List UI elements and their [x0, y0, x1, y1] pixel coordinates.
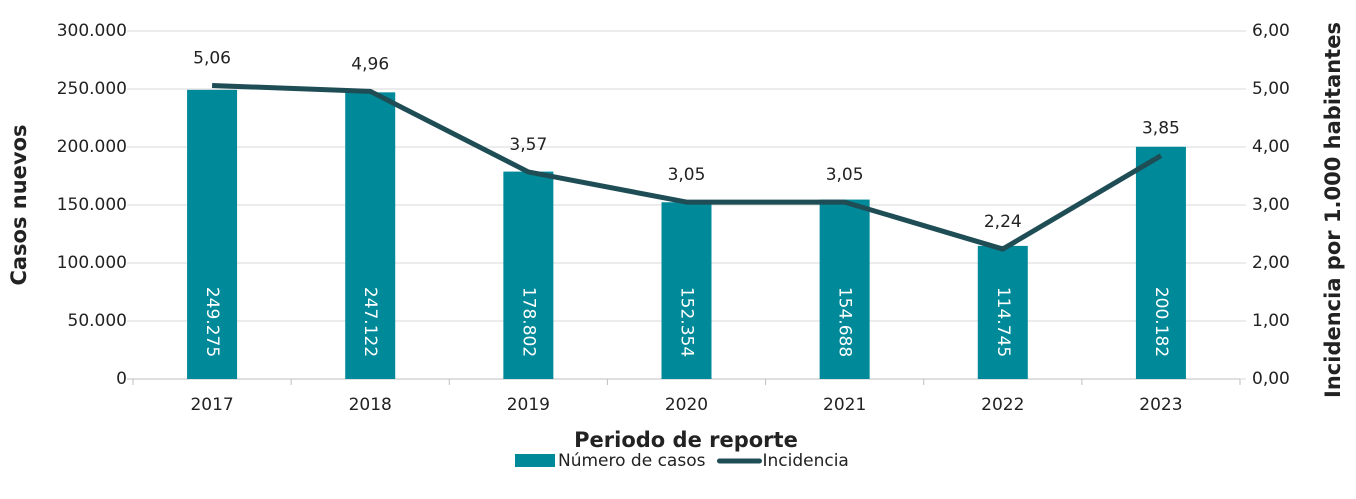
- x-axis-title: Periodo de reporte: [574, 428, 798, 452]
- line-value-label: 4,96: [351, 54, 389, 74]
- x-tick-label: 2019: [507, 395, 550, 415]
- bar: [1135, 146, 1186, 379]
- x-tick-label: 2023: [1139, 395, 1182, 415]
- bar-value-label: 178.802: [518, 287, 538, 357]
- y-tick-label: 0: [116, 369, 127, 389]
- y-tick-label: 300.000: [57, 21, 127, 41]
- line-value-label: 3,05: [826, 165, 864, 185]
- x-tick-label: 2020: [665, 395, 708, 415]
- y2-tick-label: 6,00: [1252, 21, 1290, 41]
- line-value-label: 3,85: [1142, 119, 1180, 139]
- y-axis-title: Casos nuevos: [7, 124, 31, 285]
- bar: [819, 199, 870, 379]
- bar-value-label: 154.688: [835, 287, 855, 357]
- y2-tick-label: 3,00: [1252, 195, 1290, 215]
- y2-axis-title: Incidencia por 1.000 habitantes: [1321, 22, 1345, 398]
- bar-value-label: 200.182: [1151, 287, 1171, 357]
- bar-value-label: 114.745: [993, 287, 1013, 357]
- legend-label: Incidencia: [762, 451, 848, 471]
- bar: [345, 92, 396, 380]
- bar-value-label: 152.354: [677, 287, 697, 357]
- line: [211, 83, 1163, 252]
- bar-value-label: 249.275: [202, 287, 222, 357]
- x-tick-label: 2022: [981, 395, 1024, 415]
- y2-tick-label: 5,00: [1252, 79, 1290, 99]
- x-tick-label: 2021: [823, 395, 866, 415]
- y-tick-label: 250.000: [57, 79, 127, 99]
- y2-tick-label: 4,00: [1252, 137, 1290, 157]
- x-tick-label: 2017: [190, 395, 233, 415]
- y2-tick-label: 1,00: [1252, 311, 1290, 331]
- line-value-label: 3,57: [509, 135, 547, 155]
- line-value-label: 3,05: [668, 165, 706, 185]
- bar: [503, 171, 554, 379]
- bar: [977, 245, 1028, 379]
- y2-tick-label: 0,00: [1252, 369, 1290, 389]
- bar: [187, 89, 238, 379]
- legend-swatch: [515, 454, 555, 467]
- line-value-label: 2,24: [984, 212, 1022, 232]
- y-tick-label: 50.000: [68, 311, 127, 331]
- y-tick-label: 100.000: [57, 253, 127, 273]
- line-value-label: 5,06: [193, 49, 231, 69]
- y-tick-label: 150.000: [57, 195, 127, 215]
- y-tick-label: 200.000: [57, 137, 127, 157]
- y2-tick-label: 2,00: [1252, 253, 1290, 273]
- x-tick-label: 2018: [349, 395, 392, 415]
- bar: [661, 202, 712, 379]
- legend-label: Número de casos: [558, 451, 706, 471]
- bar-value-label: 247.122: [360, 287, 380, 357]
